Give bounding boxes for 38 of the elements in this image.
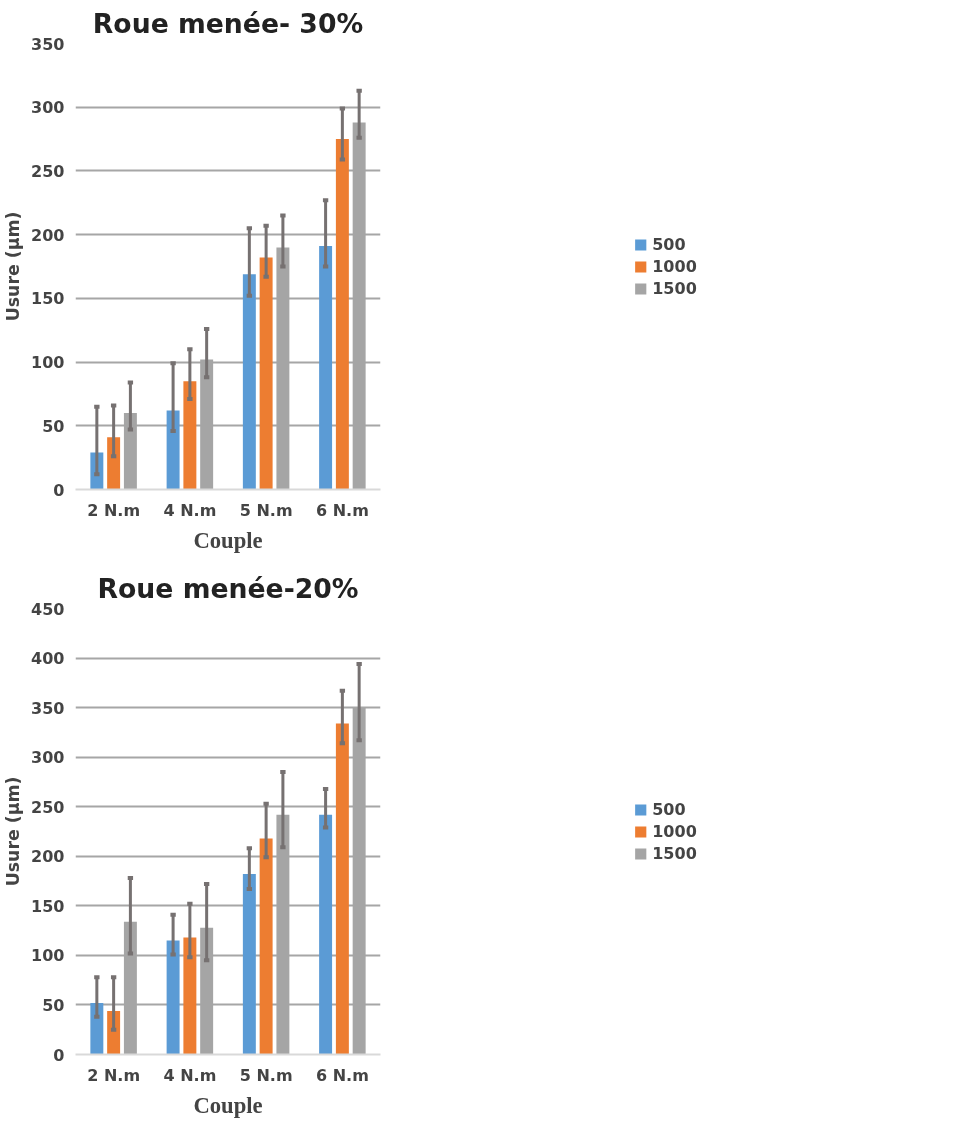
chart-title: Roue menée-20% — [97, 572, 359, 604]
y-tick-label: 250 — [31, 161, 65, 181]
y-tick-label: 0 — [53, 1045, 65, 1065]
y-tick-label: 150 — [31, 896, 65, 916]
y-axis-title: Usure (µm) — [3, 211, 24, 322]
y-tick-label: 50 — [42, 995, 65, 1015]
y-tick-label: 0 — [53, 480, 65, 500]
y-tick-label: 300 — [31, 98, 65, 118]
legend-label: 1500 — [652, 278, 697, 298]
y-tick-label: 200 — [31, 225, 65, 245]
y-tick-label: 400 — [31, 649, 65, 669]
x-tick-label: 2 N.m — [87, 1065, 141, 1085]
y-tick-label: 450 — [31, 599, 65, 619]
x-tick-label: 2 N.m — [87, 500, 141, 520]
x-tick-label: 5 N.m — [239, 1065, 293, 1085]
x-tick-label: 5 N.m — [239, 500, 293, 520]
chart-title: Roue menée- 30% — [92, 7, 364, 39]
y-tick-label: 50 — [42, 416, 65, 436]
x-tick-label: 4 N.m — [163, 500, 217, 520]
y-axis-title: Usure (µm) — [3, 776, 24, 887]
legend-label: 500 — [652, 234, 686, 254]
legend-label: 1000 — [652, 256, 697, 276]
y-tick-label: 100 — [31, 946, 65, 966]
legend-label: 1000 — [652, 821, 697, 841]
x-tick-label: 6 N.m — [315, 1065, 369, 1085]
x-axis-title: Couple — [193, 1092, 263, 1118]
y-tick-label: 250 — [31, 797, 65, 817]
x-tick-label: 4 N.m — [163, 1065, 217, 1085]
legend-label: 1500 — [652, 843, 697, 863]
y-tick-label: 300 — [31, 748, 65, 768]
x-axis-title: Couple — [193, 527, 263, 553]
y-tick-label: 150 — [31, 289, 65, 309]
x-tick-label: 6 N.m — [315, 500, 369, 520]
y-tick-label: 200 — [31, 847, 65, 867]
y-tick-label: 350 — [31, 34, 65, 54]
y-tick-label: 350 — [31, 698, 65, 718]
legend-label: 500 — [652, 799, 686, 819]
y-tick-label: 100 — [31, 353, 65, 373]
